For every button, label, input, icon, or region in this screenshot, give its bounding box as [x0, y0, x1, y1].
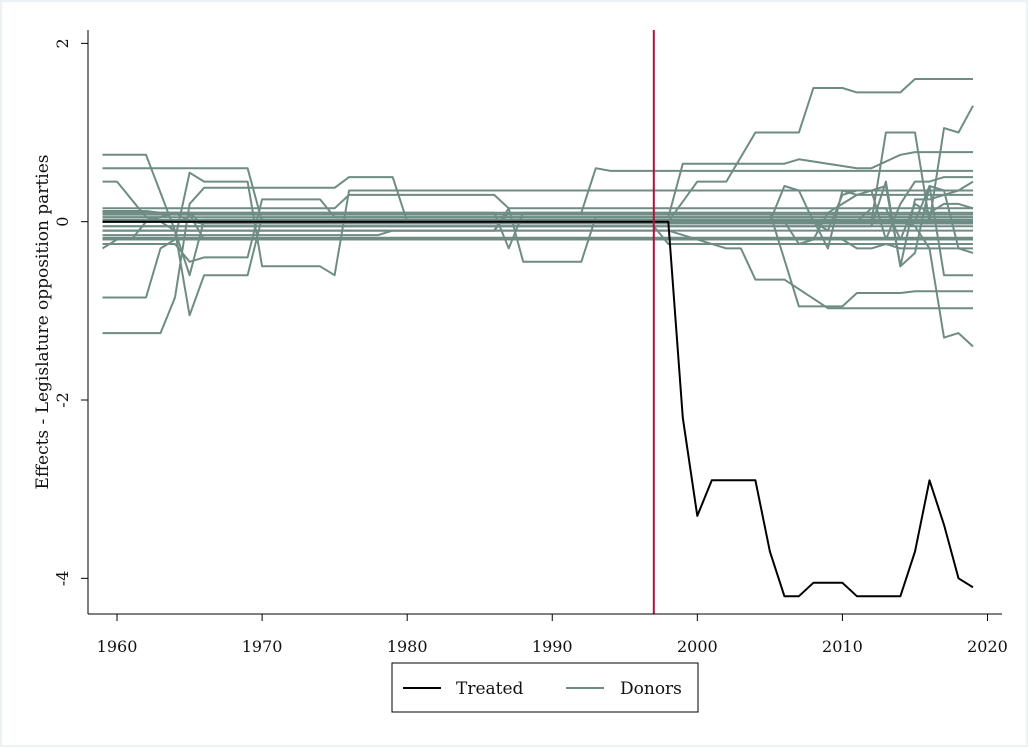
- donor-series-line: [102, 105, 974, 223]
- donor-series-line: [102, 198, 973, 263]
- donor-series-line: [102, 193, 973, 210]
- x-tick-label: 1960: [97, 637, 138, 656]
- x-tick-label: 2010: [822, 637, 863, 656]
- donor-series-line: [102, 180, 973, 317]
- donor-series-line: [102, 171, 973, 299]
- plot-lines: [101, 30, 974, 614]
- legend-label-treated: Treated: [456, 679, 524, 699]
- donor-series-line: [102, 211, 973, 308]
- treated-series-line: [102, 220, 974, 598]
- x-ticks: 1960 1970 1980 1990 2000 2010 2020: [97, 614, 1008, 656]
- y-ticks: -4 -2 0 2: [53, 38, 88, 586]
- donor-series-line: [102, 225, 973, 245]
- x-tick-label: 1990: [532, 637, 573, 656]
- donor-series-line: [102, 176, 973, 335]
- y-tick-label: 0: [53, 217, 72, 227]
- donor-series-line: [102, 151, 973, 219]
- legend-label-donors: Donors: [620, 679, 682, 699]
- donor-series-line: [102, 229, 973, 310]
- y-axis-title: Effects - Legislature opposition parties: [33, 155, 53, 490]
- donor-series-line: [102, 78, 973, 223]
- x-tick-label: 1980: [387, 637, 428, 656]
- donor-series-line: [102, 238, 973, 250]
- donor-series-line: [102, 176, 973, 241]
- y-tick-label: -2: [53, 392, 72, 408]
- legend-box: [391, 662, 699, 713]
- donor-series-line: [101, 211, 973, 250]
- x-tick-label: 2000: [677, 637, 718, 656]
- donor-series-line: [102, 180, 974, 268]
- x-tick-label: 1970: [242, 637, 283, 656]
- x-tick-label: 2020: [967, 637, 1008, 656]
- y-tick-label: 2: [53, 38, 72, 48]
- donor-series-line: [102, 167, 973, 250]
- axes: [87, 30, 1002, 615]
- legend: Treated Donors: [391, 662, 699, 713]
- y-tick-label: -4: [53, 571, 72, 587]
